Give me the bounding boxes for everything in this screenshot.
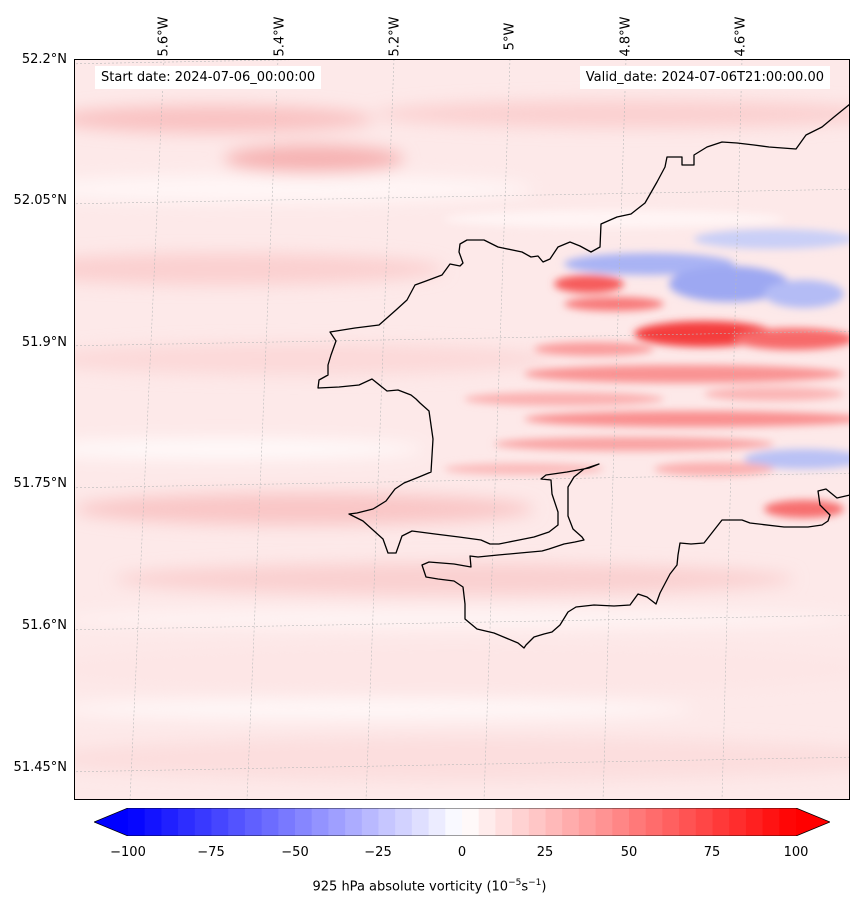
colorbar-tick-label: 100 (783, 845, 809, 860)
colorbar-cell (462, 808, 480, 836)
colorbar-cell (629, 808, 647, 836)
lon-label-5-6: 5.6°W (156, 15, 172, 57)
colorbar-cell (361, 808, 379, 836)
colorbar-cell (695, 808, 713, 836)
colorbar-cell (528, 808, 546, 836)
colorbar-cell (261, 808, 279, 836)
colorbar-tick-label: 0 (457, 845, 467, 860)
colorbar-tick-label: −25 (364, 845, 392, 860)
colorbar-cell (295, 808, 313, 836)
colorbar-cell (328, 808, 346, 836)
colorbar-tick-label: 75 (703, 845, 721, 860)
colorbar-cell (779, 808, 797, 836)
colorbar-cell (161, 808, 179, 836)
lon-label-4-6: 4.6°W (733, 15, 749, 57)
colorbar-cell (478, 808, 496, 836)
colorbar-tick-label: −75 (197, 845, 225, 860)
colorbar-cell (729, 808, 747, 836)
colorbar-cell (211, 808, 229, 836)
colorbar-extend-max (796, 808, 830, 836)
colorbar-cell (395, 808, 413, 836)
colorbar-cell (762, 808, 780, 836)
colorbar-cell (562, 808, 580, 836)
colorbar-cell (128, 808, 146, 836)
graticule (74, 59, 850, 800)
colorbar-cells (94, 808, 830, 836)
colorbar-cell (612, 808, 630, 836)
colorbar-cell (445, 808, 463, 836)
lon-label-5-2: 5.2°W (387, 15, 403, 57)
colorbar-cell (712, 808, 730, 836)
colorbar-cell (244, 808, 262, 836)
colorbar-extend-min (94, 808, 128, 836)
colorbar-cell (278, 808, 296, 836)
colorbar-tick-label: −50 (281, 845, 309, 860)
vorticity-field (74, 59, 850, 800)
vorticity-bands-east (444, 210, 850, 518)
start-date-label: Start date: 2024-07-06_00:00:00 (95, 66, 322, 89)
colorbar-cell (662, 808, 680, 836)
colorbar-cell (178, 808, 196, 836)
lat-label-52-2: 52.2°N (21, 52, 67, 67)
valid-date-label: Valid_date: 2024-07-06T21:00:00.00 (579, 66, 830, 89)
lat-label-51-6: 51.6°N (21, 618, 67, 633)
lat-label-52-05: 52.05°N (13, 193, 67, 208)
vorticity-colorbar (94, 808, 830, 836)
colorbar-cell (411, 808, 429, 836)
colorbar-cell (428, 808, 446, 836)
colorbar-cell (194, 808, 212, 836)
colorbar-cell (345, 808, 363, 836)
lat-label-51-45: 51.45°N (13, 760, 67, 775)
colorbar-cell (545, 808, 563, 836)
lon-label-5-0: 5°W (502, 22, 518, 50)
lon-label-4-8: 4.8°W (618, 15, 634, 57)
colorbar-tick-label: 25 (536, 845, 554, 860)
colorbar-tick-label: −100 (110, 845, 146, 860)
vorticity-bands-broad (74, 100, 850, 781)
colorbar-cell (679, 808, 697, 836)
colorbar-cell (311, 808, 329, 836)
lat-label-51-75: 51.75°N (13, 476, 67, 491)
colorbar-cell (378, 808, 396, 836)
coastline (317, 103, 850, 649)
colorbar-cell (745, 808, 763, 836)
colorbar-cell (228, 808, 246, 836)
colorbar-cell (512, 808, 530, 836)
colorbar-cell (595, 808, 613, 836)
colorbar-cell (578, 808, 596, 836)
colorbar-cell (495, 808, 513, 836)
vorticity-map (74, 59, 850, 800)
colorbar-cell (645, 808, 663, 836)
colorbar-tick-label: 50 (620, 845, 638, 860)
colorbar-label: 925 hPa absolute vorticity (10−5s−1) (312, 878, 547, 895)
lat-label-51-9: 51.9°N (21, 335, 67, 350)
colorbar-cell (144, 808, 162, 836)
lon-label-5-4: 5.4°W (272, 15, 288, 57)
